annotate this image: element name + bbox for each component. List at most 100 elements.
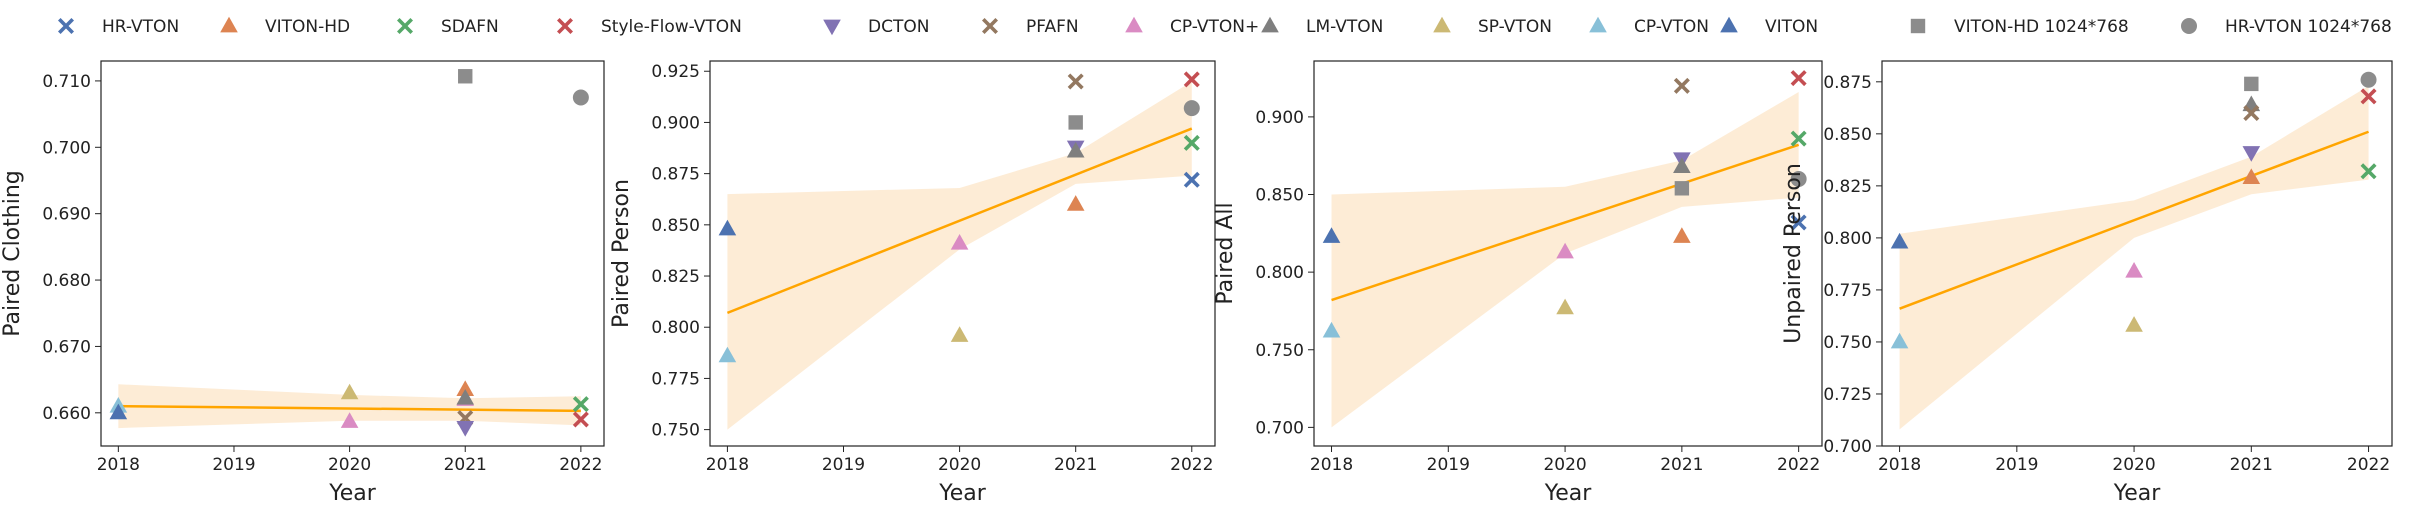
legend-marker-triangle-up <box>1720 16 1738 33</box>
y-tick-label: 0.850 <box>651 216 700 236</box>
trend-line <box>1899 130 2369 310</box>
legend-item: SDAFN <box>397 17 499 37</box>
legend-item: PFAFN <box>982 17 1079 37</box>
data-point <box>2242 168 2261 184</box>
x-tick-label: 2021 <box>444 455 487 475</box>
axes-frame <box>1881 60 2393 447</box>
data-point <box>1066 195 1085 211</box>
legend-label: HR-VTON 1024*768 <box>2225 17 2392 37</box>
y-tick-label: 0.775 <box>651 369 700 389</box>
data-point <box>2360 88 2377 105</box>
chart-panel: 2018 2019 2020 2021 2022 0.700 0.750 0.800 0.850… <box>1213 60 1823 506</box>
y-tick-label: 0.925 <box>651 62 700 82</box>
x-tick-label: 2021 <box>2230 455 2273 475</box>
y-tick-label: 0.825 <box>1823 177 1872 197</box>
data-point <box>1183 171 1200 188</box>
y-tick-label: 0.775 <box>1823 281 1872 301</box>
data-point <box>456 421 475 437</box>
legend-label: Style-Flow-VTON <box>601 17 742 37</box>
data-point <box>1068 115 1083 130</box>
data-point <box>2242 146 2261 162</box>
legend-label: CP-VTON <box>1634 17 1709 37</box>
data-point <box>2244 76 2259 92</box>
y-tick-label: 0.750 <box>1255 341 1304 361</box>
legend-label: SP-VTON <box>1478 17 1552 37</box>
y-tick-label: 0.900 <box>651 113 700 133</box>
legend-item: VITON-HD <box>220 16 350 37</box>
legend-label: VITON-HD <box>265 17 350 37</box>
x-tick-label: 2022 <box>559 455 602 475</box>
legend-label: VITON <box>1765 17 1818 37</box>
chart-panel: 2018 2019 2020 2021 2022 0.660 0.670 0.680 0.690… <box>0 60 605 506</box>
y-tick-label: 0.800 <box>1823 229 1872 249</box>
y-tick-label: 0.875 <box>1823 73 1872 93</box>
axes-frame <box>709 60 1216 447</box>
legend-marker-triangle-up <box>1261 16 1279 33</box>
data-point <box>718 346 737 363</box>
legend-label: PFAFN <box>1026 17 1079 37</box>
data-point <box>1790 130 1807 147</box>
data-point <box>572 411 589 428</box>
data-point <box>1183 100 1200 117</box>
x-tick-label: 2020 <box>938 455 981 475</box>
legend-label: DCTON <box>868 17 929 37</box>
y-tick-label: 0.700 <box>1255 418 1304 438</box>
legend-item: CP-VTON+ <box>1125 16 1259 37</box>
y-tick-label: 0.725 <box>1823 385 1872 405</box>
x-tick-label: 2020 <box>1543 455 1586 475</box>
data-point <box>2360 71 2377 88</box>
legend-marker-square <box>1910 18 1926 34</box>
confidence-band <box>1331 92 1799 428</box>
data-point <box>1673 77 1690 94</box>
x-tick-label: 2022 <box>2347 455 2390 475</box>
trend-line <box>118 404 581 413</box>
data-point <box>1183 71 1200 88</box>
data-point <box>950 234 969 250</box>
axes-frame <box>100 60 605 447</box>
x-tick-label: 2021 <box>1054 455 1097 475</box>
axes-frame <box>1313 60 1823 447</box>
y-tick-label: 0.800 <box>651 318 700 338</box>
y-tick-label: 0.900 <box>1255 108 1304 128</box>
legend-item: CP-VTON <box>1589 16 1709 37</box>
data-point <box>2125 261 2143 278</box>
y-tick-label: 0.700 <box>42 138 91 158</box>
chart-panels: 2018 2019 2020 2021 2022 0.660 0.670 0.680 0.690… <box>0 60 2393 506</box>
legend-item: HR-VTON 1024*768 <box>2181 17 2392 37</box>
data-point <box>1673 227 1691 243</box>
data-point <box>572 89 589 106</box>
data-point <box>1556 298 1574 315</box>
legend-marker-triangle-down <box>823 19 841 36</box>
x-tick-label: 2020 <box>2112 455 2155 475</box>
x-tick-label: 2018 <box>706 455 749 475</box>
data-point <box>1674 181 1690 196</box>
y-axis-label: Paired Clothing <box>0 170 25 336</box>
legend-label: VITON-HD 1024*768 <box>1954 17 2129 37</box>
y-axis-label: Unpaired Person <box>1781 163 1806 344</box>
legend-label: HR-VTON <box>102 17 179 37</box>
data-point <box>572 396 589 413</box>
legend: HR-VTON VITON-HD SDAFN Style-Flow-VTON DCTON… <box>58 16 2392 37</box>
y-axis-label: Paired All <box>1213 202 1238 304</box>
x-tick-label: 2019 <box>1427 455 1470 475</box>
legend-marker-x <box>58 18 74 34</box>
x-axis-label: Year <box>2113 481 2162 506</box>
y-tick-label: 0.670 <box>42 337 91 357</box>
y-tick-label: 0.710 <box>42 72 91 92</box>
x-tick-label: 2021 <box>1660 455 1703 475</box>
x-axis-label: Year <box>1544 481 1593 506</box>
legend-item: Style-Flow-VTON <box>557 17 742 37</box>
data-point <box>1790 70 1807 87</box>
data-point <box>718 219 737 236</box>
legend-marker-x <box>397 18 413 34</box>
legend-item: LM-VTON <box>1261 16 1383 37</box>
legend-item: HR-VTON <box>58 17 179 37</box>
x-tick-label: 2018 <box>1878 455 1921 475</box>
data-point <box>340 383 359 400</box>
y-tick-label: 0.680 <box>42 271 91 291</box>
x-axis-label: Year <box>938 481 987 506</box>
data-point <box>1322 321 1341 338</box>
x-tick-label: 2019 <box>1995 455 2038 475</box>
chart-panel: 2018 2019 2020 2021 2022 0.700 0.725 0.750 0.775… <box>1781 60 2393 506</box>
